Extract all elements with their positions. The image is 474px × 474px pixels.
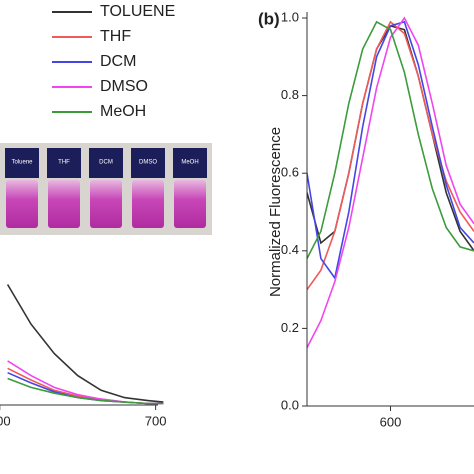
vial [90,180,122,228]
y-axis-title: Normalized Fluorescence [267,127,284,297]
x-tick-label: 600 [380,414,402,429]
series-line [7,377,164,405]
vial-cap [47,148,81,178]
legend-label: TOLUENE [100,3,175,20]
vial [174,180,206,228]
series-line [6,284,164,403]
y-tick-label: 1.0 [281,9,299,24]
y-tick-label: 0.0 [281,397,299,412]
legend-label: MeOH [100,103,146,120]
vial [48,180,80,228]
series-line [307,20,474,280]
vial-cap [5,148,39,178]
legend-label: THF [100,28,131,45]
y-tick-label: 0.2 [281,320,299,335]
vial-cap [173,148,207,178]
legend-label: DMSO [100,78,148,95]
y-tick-label: 0.8 [281,87,299,102]
vial-label: DCM [99,160,113,166]
x-tick-label: 600 [0,413,11,428]
vial-label: THF [58,160,70,166]
y-tick-label: 0.6 [281,165,299,180]
vial-cap [89,148,123,178]
series-line [307,16,474,349]
vial-label: DMSO [139,160,157,166]
vial-label: MeOH [181,160,198,166]
y-tick-label: 0.4 [281,242,299,257]
vial [6,180,38,228]
vial-cap [131,148,165,178]
series-line [307,20,474,259]
x-tick-label: 700 [145,413,167,428]
panel-label: (b) [258,9,280,28]
vial-label: Toluene [11,160,33,166]
vial [132,180,164,228]
vial-photo: Toluene THF DCM DMSO MeOH [0,143,212,235]
series-line [307,24,474,252]
series-line [307,20,474,291]
legend-label: DCM [100,53,136,70]
